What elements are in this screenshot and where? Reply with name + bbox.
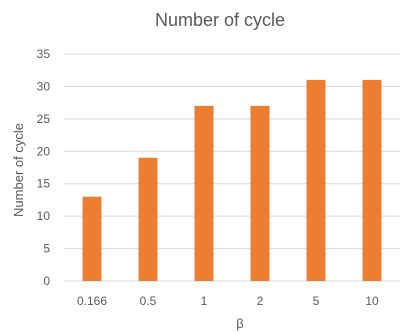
chart-title: Number of cycle	[155, 10, 285, 30]
bar-1	[194, 105, 214, 281]
y-tick-label: 35	[37, 47, 51, 61]
gridlines	[64, 53, 400, 282]
x-tick-label: 2	[257, 294, 264, 308]
y-tick-label: 25	[37, 112, 51, 126]
bar-0.5	[138, 157, 158, 281]
y-axis-label: Number of cycle	[11, 123, 26, 217]
bar-10	[362, 79, 382, 281]
y-axis-ticks: 0 5 10 15 20 25 30 35	[37, 47, 51, 288]
x-tick-label: 5	[313, 294, 320, 308]
x-axis-label: β	[236, 316, 243, 331]
y-tick-label: 15	[37, 177, 51, 191]
x-tick-label: 1	[201, 294, 208, 308]
bar-0.166	[82, 196, 102, 281]
y-tick-label: 0	[43, 274, 50, 288]
x-axis-ticks: 0.166 0.5 1 2 5 10	[77, 294, 379, 308]
x-tick-label: 10	[365, 294, 379, 308]
y-tick-label: 5	[43, 242, 50, 256]
y-tick-label: 30	[37, 79, 51, 93]
bar-5	[306, 79, 326, 281]
bar-2	[250, 105, 270, 281]
bars	[82, 79, 382, 281]
y-tick-label: 20	[37, 144, 51, 158]
x-tick-label: 0.166	[77, 294, 107, 308]
y-tick-label: 10	[37, 209, 51, 223]
x-tick-label: 0.5	[140, 294, 157, 308]
